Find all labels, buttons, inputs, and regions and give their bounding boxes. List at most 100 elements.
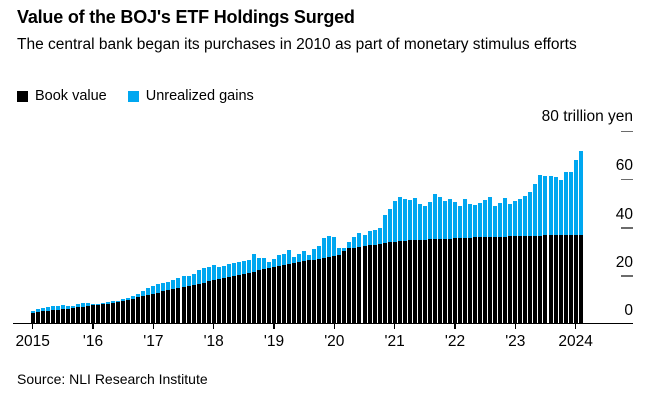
bar-segment-unrealized-gains bbox=[432, 194, 437, 240]
bar-month bbox=[65, 305, 70, 324]
bar-segment-unrealized-gains bbox=[201, 268, 206, 283]
bar-segment-unrealized-gains bbox=[488, 197, 493, 237]
bar-month bbox=[277, 255, 282, 324]
bar-segment-book-value bbox=[206, 281, 211, 324]
bar-segment-unrealized-gains bbox=[181, 276, 186, 288]
bar-segment-book-value bbox=[407, 240, 412, 324]
bar-month bbox=[578, 151, 583, 324]
bar-month bbox=[111, 301, 116, 324]
bar-segment-book-value bbox=[241, 273, 246, 324]
bar-month bbox=[186, 275, 191, 324]
bar-month bbox=[342, 248, 347, 324]
bar-segment-unrealized-gains bbox=[261, 258, 266, 270]
bar-month bbox=[231, 262, 236, 324]
bar-month bbox=[221, 266, 226, 324]
bar-segment-unrealized-gains bbox=[473, 205, 478, 238]
legend-item-unrealized-gains: Unrealized gains bbox=[127, 88, 254, 104]
bar-month bbox=[211, 265, 216, 324]
x-axis-label: '18 bbox=[203, 333, 224, 350]
bar-segment-unrealized-gains bbox=[211, 265, 216, 280]
bar-segment-book-value bbox=[543, 235, 548, 324]
bar-segment-unrealized-gains bbox=[131, 296, 136, 299]
bar-month bbox=[176, 277, 181, 324]
bar-segment-unrealized-gains bbox=[256, 258, 261, 271]
bar-segment-book-value bbox=[126, 300, 131, 324]
bar-segment-book-value bbox=[251, 271, 256, 324]
bar-month bbox=[166, 281, 171, 324]
bar-segment-unrealized-gains bbox=[287, 250, 292, 264]
x-axis-tick bbox=[575, 324, 577, 330]
bar-segment-book-value bbox=[377, 243, 382, 324]
bar-segment-book-value bbox=[473, 237, 478, 324]
bar-month bbox=[196, 270, 201, 324]
bar-segment-book-value bbox=[292, 262, 297, 324]
bar-segment-unrealized-gains bbox=[578, 151, 583, 235]
bar-month bbox=[563, 172, 568, 324]
bar-month bbox=[146, 288, 151, 324]
x-axis-label: '20 bbox=[324, 333, 345, 350]
x-axis-tick bbox=[333, 324, 336, 330]
bar-month bbox=[573, 160, 578, 324]
y-axis-tick-dash bbox=[621, 227, 633, 229]
bar-month bbox=[131, 296, 136, 324]
bar-segment-book-value bbox=[75, 307, 80, 324]
y-axis-tick-dash bbox=[621, 275, 633, 277]
bar-month bbox=[236, 262, 241, 324]
bar-segment-book-value bbox=[412, 240, 417, 324]
bar-month bbox=[503, 198, 508, 324]
bar-month bbox=[377, 228, 382, 324]
bar-segment-unrealized-gains bbox=[75, 304, 80, 308]
bar-segment-book-value bbox=[35, 312, 40, 324]
bar-month bbox=[96, 304, 101, 324]
bar-segment-unrealized-gains bbox=[156, 284, 161, 293]
y-axis-label: 20 bbox=[615, 253, 633, 271]
bar-segment-unrealized-gains bbox=[251, 254, 256, 272]
bar-month bbox=[402, 199, 407, 324]
bar-segment-unrealized-gains bbox=[312, 249, 317, 260]
bar-segment-book-value bbox=[266, 267, 271, 324]
bar-segment-unrealized-gains bbox=[191, 273, 196, 285]
bar-month bbox=[332, 237, 337, 324]
bar-segment-unrealized-gains bbox=[196, 270, 201, 284]
bar-segment-book-value bbox=[196, 283, 201, 324]
bar-segment-book-value bbox=[40, 311, 45, 324]
bar-segment-book-value bbox=[176, 288, 181, 324]
bar-segment-book-value bbox=[256, 270, 261, 324]
bar-month bbox=[91, 304, 96, 324]
bar-segment-unrealized-gains bbox=[65, 305, 70, 309]
bar-month bbox=[246, 259, 251, 324]
bar-segment-unrealized-gains bbox=[186, 275, 191, 286]
bar-month bbox=[362, 235, 367, 324]
bar-month bbox=[226, 263, 231, 324]
bar-month bbox=[171, 279, 176, 324]
bar-segment-book-value bbox=[352, 247, 357, 324]
chart-subtitle: The central bank began its purchases in … bbox=[17, 36, 577, 53]
bar-segment-book-value bbox=[171, 289, 176, 324]
bar-month bbox=[508, 203, 513, 324]
bar-segment-unrealized-gains bbox=[352, 236, 357, 248]
bar-segment-unrealized-gains bbox=[136, 293, 141, 298]
bar-segment-unrealized-gains bbox=[266, 262, 271, 268]
bar-segment-unrealized-gains bbox=[362, 235, 367, 247]
bar-segment-book-value bbox=[372, 244, 377, 324]
x-axis-tick bbox=[92, 324, 94, 330]
bar-month bbox=[201, 268, 206, 324]
bar-month bbox=[282, 254, 287, 324]
x-axis-line bbox=[13, 322, 633, 325]
bar-segment-book-value bbox=[96, 304, 101, 324]
bar-segment-unrealized-gains bbox=[151, 286, 156, 294]
bar-segment-book-value bbox=[503, 236, 508, 324]
bar-segment-unrealized-gains bbox=[503, 198, 508, 237]
bar-month bbox=[382, 214, 387, 324]
bar-segment-book-value bbox=[186, 285, 191, 324]
bar-segment-book-value bbox=[442, 238, 447, 324]
bar-segment-unrealized-gains bbox=[272, 259, 276, 267]
bar-segment-unrealized-gains bbox=[141, 291, 146, 297]
bar-month bbox=[513, 200, 518, 324]
bar-segment-book-value bbox=[563, 234, 568, 324]
bar-segment-unrealized-gains bbox=[70, 306, 75, 308]
bar-segment-book-value bbox=[362, 246, 367, 324]
bar-month bbox=[422, 205, 427, 324]
bar-month bbox=[302, 250, 307, 324]
bar-segment-book-value bbox=[65, 308, 70, 324]
